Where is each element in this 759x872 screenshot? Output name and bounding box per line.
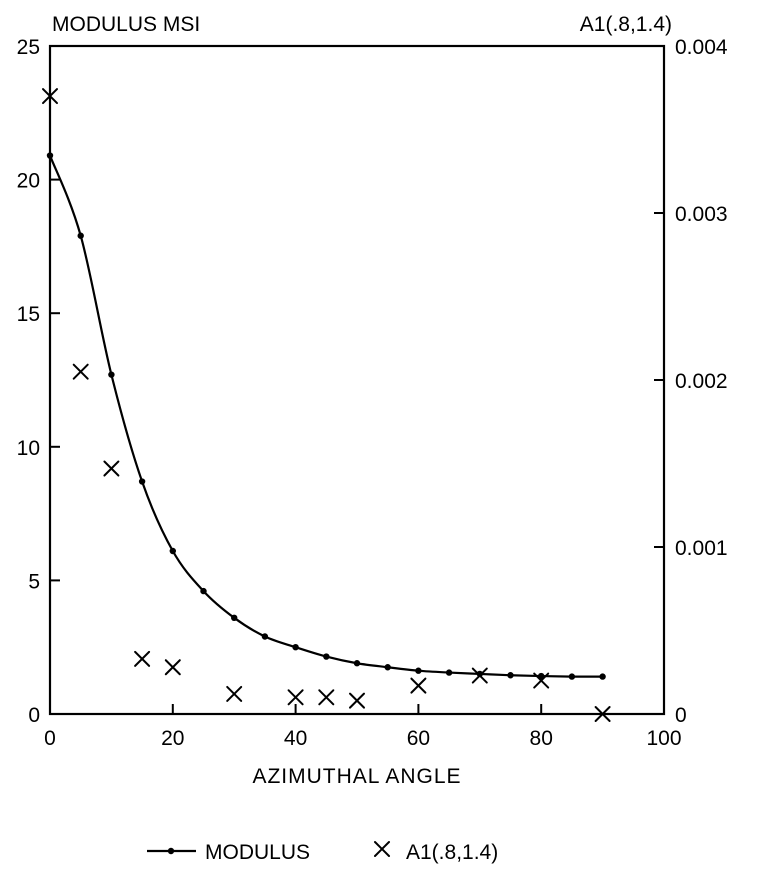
modulus-point (200, 587, 207, 595)
y-left-tick-label: 10 (17, 437, 40, 460)
left-axis-title: MODULUS MSI (52, 13, 200, 36)
a1-point (134, 650, 151, 667)
x-tick-label: 0 (44, 727, 56, 750)
modulus-point (46, 152, 54, 159)
a1-point-stroke (226, 685, 243, 702)
a1-point-stroke (349, 692, 365, 709)
modulus-point (445, 669, 453, 676)
x-tick-label: 80 (530, 727, 553, 750)
modulus-point (415, 667, 422, 674)
a1-point-stroke (471, 667, 488, 684)
x-tick-label: 60 (407, 727, 430, 750)
a1-point-stroke (72, 363, 89, 380)
a1-point (318, 689, 335, 706)
y-right-tick-label: 0.004 (675, 36, 728, 59)
modulus-point (138, 478, 146, 485)
modulus-point (77, 232, 84, 239)
y-right-tick-label: 0.002 (675, 370, 728, 393)
modulus-point (476, 670, 483, 678)
a1-point (533, 672, 550, 689)
legend-a1-label: A1(.8,1.4) (406, 841, 498, 864)
x-tick-label: 100 (646, 727, 681, 750)
a1-point (42, 88, 58, 105)
a1-point-stroke (134, 650, 151, 667)
a1-point-stroke (410, 677, 427, 694)
x-tick-label: 40 (284, 727, 307, 750)
a1-point-stroke (42, 88, 58, 105)
legend-modulus-dot (167, 847, 175, 855)
modulus-point (169, 547, 176, 555)
y-right-tick-label: 0.003 (675, 203, 728, 226)
modulus-point (108, 371, 115, 378)
a1-point (72, 363, 89, 380)
a1-point-stroke (594, 706, 611, 722)
modulus-point (599, 673, 606, 680)
axis-ticks: 0 20 40 60 80 100051015202500.0010.0020.0030.… (17, 36, 728, 750)
y-left-tick-label: 0 (28, 704, 40, 727)
a1-point-stroke (533, 672, 550, 689)
modulus-point (384, 664, 391, 671)
a1-point (226, 685, 243, 702)
a1-point-stroke (103, 460, 120, 477)
a1-point (471, 667, 488, 684)
modulus-line (48, 155, 603, 678)
y-right-tick-label: 0 (675, 704, 687, 727)
right-axis-title: A1(.8,1.4) (580, 13, 672, 36)
modulus-point (507, 672, 514, 679)
x-tick-label: 20 (161, 727, 184, 750)
a1-point-stroke (164, 659, 181, 676)
modulus-point (292, 644, 299, 651)
modulus-point (568, 673, 576, 680)
y-left-tick-label: 15 (17, 303, 40, 326)
a1-point (103, 460, 120, 477)
x-axis-title: AZIMUTHAL ANGLE (252, 765, 461, 788)
modulus-point (323, 653, 330, 660)
a1-point (349, 692, 365, 709)
a1-point (287, 689, 304, 706)
data-marks (42, 88, 611, 722)
legend-a1-marker (374, 841, 390, 857)
a1-point-stroke (287, 689, 304, 706)
y-left-tick-label: 20 (17, 170, 40, 193)
y-right-tick-label: 0.001 (675, 537, 728, 560)
y-left-tick-label: 25 (17, 36, 40, 59)
a1-point (164, 659, 181, 676)
a1-point (410, 677, 427, 694)
a1-point (594, 706, 611, 722)
y-left-tick-label: 5 (28, 570, 40, 593)
modulus-point (261, 633, 269, 640)
legend-modulus-label: MODULUS (205, 841, 310, 864)
modulus-point (231, 614, 238, 622)
plot-frame (48, 44, 666, 716)
modulus-point (353, 660, 361, 667)
a1-point-stroke (318, 689, 335, 706)
legend: MODULUS A1(.8,1.4) (147, 841, 498, 864)
